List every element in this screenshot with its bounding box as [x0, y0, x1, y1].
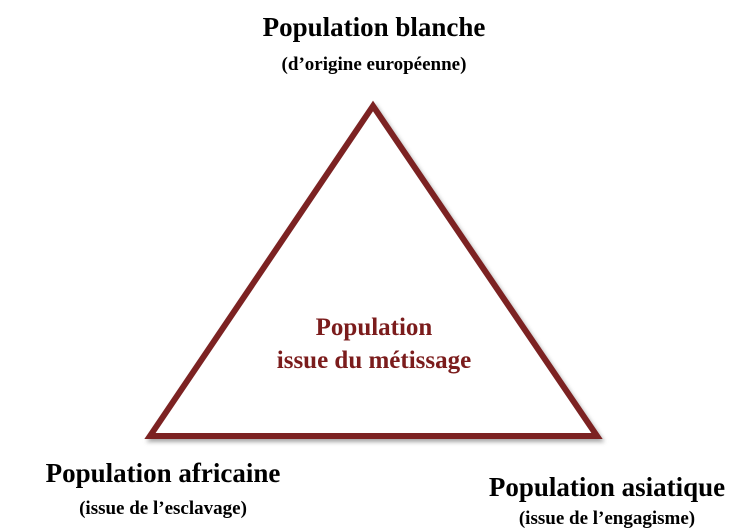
center-label: Population: [316, 314, 433, 341]
node-sublabel: (d’origine européenne): [282, 54, 467, 75]
node-label: Population africaine: [46, 458, 281, 488]
node-label: Population blanche: [263, 12, 486, 42]
node-sublabel: (issue de l’engagisme): [519, 508, 695, 528]
triangle: [144, 100, 603, 439]
node-label: Population asiatique: [489, 472, 725, 502]
center-label: issue du métissage: [277, 347, 471, 374]
node-sublabel: (issue de l’esclavage): [79, 498, 247, 519]
